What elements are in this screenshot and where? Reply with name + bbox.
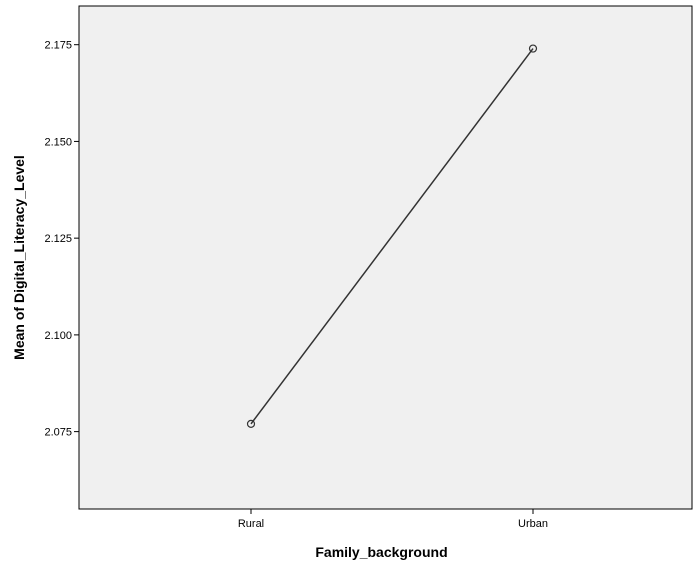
data-point	[246, 419, 256, 428]
series-group	[246, 44, 538, 428]
y-tick-label: 2.150	[44, 136, 72, 148]
x-tick-label: Urban	[518, 518, 548, 530]
x-axis-ticks: Rural Urban	[238, 509, 548, 530]
series-line	[250, 48, 534, 425]
x-tick-label: Rural	[238, 518, 264, 530]
y-axis-ticks: 2.075 2.100 2.125 2.150 2.175	[44, 40, 79, 439]
x-axis-title: Family_background	[315, 544, 447, 560]
y-axis-title: Mean of Digital_Literacy_Level	[11, 155, 27, 360]
y-tick-label: 2.075	[44, 427, 72, 439]
y-tick-label: 2.100	[44, 330, 72, 342]
data-point	[528, 44, 538, 53]
plot-area	[78, 5, 693, 510]
y-tick-label: 2.125	[44, 233, 72, 245]
y-tick-label: 2.175	[44, 40, 72, 52]
